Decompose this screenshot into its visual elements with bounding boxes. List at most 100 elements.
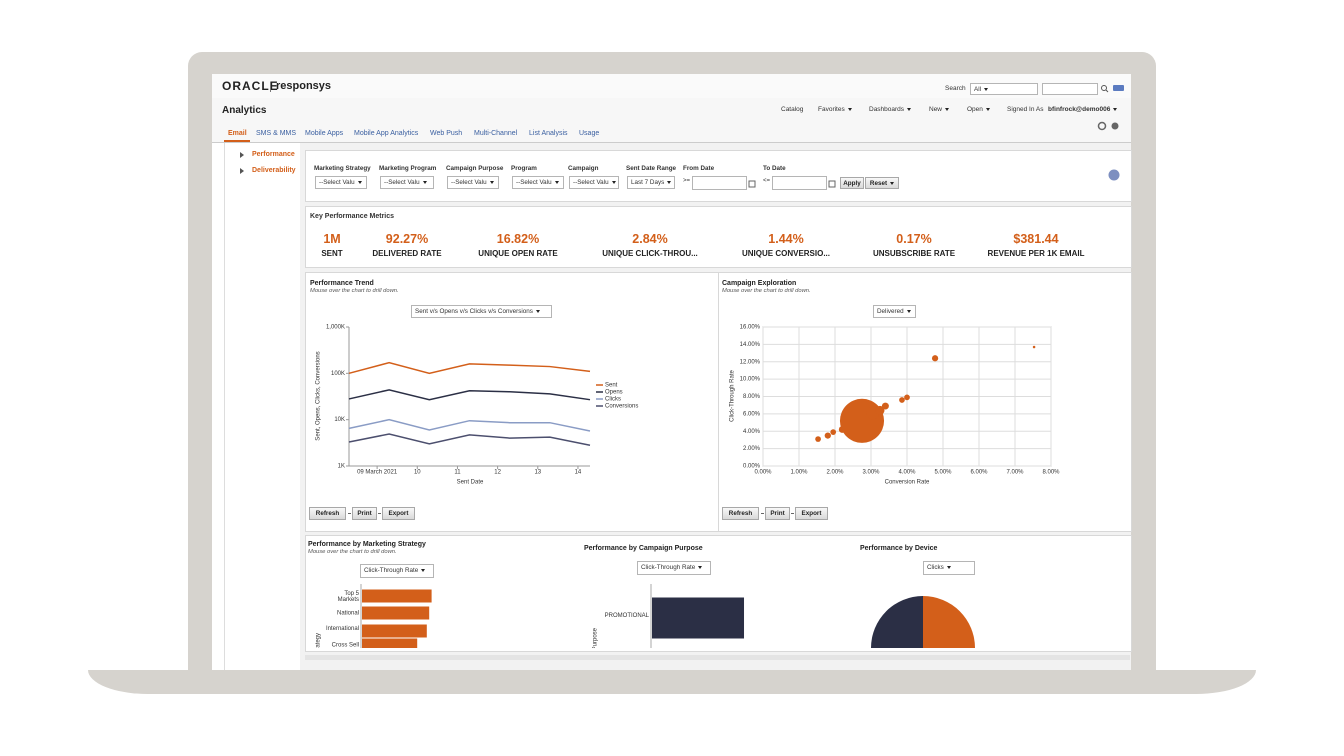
filter-label: Campaign bbox=[568, 165, 599, 172]
sidebar-link[interactable]: Performance bbox=[252, 151, 295, 158]
legend-label: Opens bbox=[605, 390, 623, 396]
dropdown-arrow bbox=[611, 180, 616, 184]
y-tick-label: 14.00% bbox=[740, 342, 761, 348]
apply-button[interactable]: Apply bbox=[840, 177, 864, 189]
legend-label: Clicks bbox=[605, 397, 621, 403]
series-line bbox=[348, 389, 591, 401]
signed-in-label: Signed In As bbox=[1007, 106, 1044, 113]
x-tick-label: 6.00% bbox=[970, 470, 988, 476]
search-scope[interactable]: All bbox=[970, 83, 1038, 95]
filter-select[interactable]: --Select Valu bbox=[569, 176, 619, 189]
chart-title: Performance by Campaign Purpose bbox=[584, 545, 703, 552]
dropdown-arrow bbox=[667, 180, 672, 184]
x-tick-label: 10 bbox=[414, 470, 421, 476]
menu-item[interactable]: New bbox=[929, 106, 950, 113]
chart-selector[interactable]: Click-Through Rate bbox=[360, 564, 434, 578]
chart-title: Performance by Marketing Strategy bbox=[308, 541, 426, 548]
kpi-label: UNIQUE CLICK-THROU... bbox=[602, 249, 698, 258]
bar bbox=[362, 589, 432, 603]
x-tick-label: 11 bbox=[454, 470, 461, 476]
bubble bbox=[1032, 345, 1036, 349]
action-button[interactable]: Print bbox=[352, 507, 377, 520]
user-name[interactable]: bfinfrock@demo006 bbox=[1048, 106, 1118, 113]
date-input[interactable] bbox=[692, 176, 747, 190]
y-tick-label: 0.00% bbox=[743, 464, 761, 470]
kpi-title: Key Performance Metrics bbox=[310, 213, 395, 220]
y-tick-label: 12.00% bbox=[740, 359, 761, 365]
filter-label: Marketing Strategy bbox=[314, 165, 371, 172]
tab[interactable]: SMS & MMS bbox=[256, 130, 297, 137]
menu-item[interactable]: Favorites bbox=[818, 106, 852, 113]
kpi-value: 2.84% bbox=[632, 232, 668, 246]
dropdown-arrow bbox=[535, 309, 540, 313]
series-line bbox=[348, 418, 591, 432]
chart-selector[interactable]: Click-Through Rate bbox=[637, 561, 711, 575]
category-label: Cross Sell bbox=[332, 643, 359, 649]
settings-icon bbox=[1097, 121, 1107, 131]
chart-selector[interactable]: Sent v/s Opens v/s Clicks v/s Conversion… bbox=[411, 305, 552, 318]
action-button[interactable]: Export bbox=[382, 507, 415, 520]
laptop-base bbox=[88, 670, 1256, 694]
dropdown-arrow bbox=[422, 180, 427, 184]
kpi-value: 1M bbox=[323, 232, 341, 246]
tab[interactable]: Web Push bbox=[430, 130, 463, 137]
tab[interactable]: Multi-Channel bbox=[474, 130, 518, 137]
bubble bbox=[824, 432, 831, 439]
chart-selector[interactable]: Delivered bbox=[873, 305, 916, 318]
filter-select[interactable]: Last 7 Days bbox=[627, 176, 675, 189]
date-label: From Date bbox=[683, 165, 715, 172]
menu-item[interactable]: Catalog bbox=[781, 106, 804, 113]
reset-button[interactable]: Reset bbox=[865, 177, 899, 189]
bubble bbox=[875, 405, 885, 415]
filter-select[interactable]: --Select Valu bbox=[315, 176, 367, 189]
pie-slice bbox=[923, 596, 975, 648]
x-axis-label: Conversion Rate bbox=[885, 480, 930, 486]
dropdown-arrow bbox=[489, 180, 494, 184]
action-button[interactable]: Print bbox=[765, 507, 790, 520]
y-axis-label: Sent, Opens, Clicks, Conversions bbox=[316, 351, 322, 440]
bottom-charts: Top 5 Markets National International Cross S… bbox=[316, 584, 975, 683]
y-axis-label: Marketing Strategy bbox=[316, 633, 322, 683]
filter-select[interactable]: --Select Valu bbox=[512, 176, 564, 189]
date-input[interactable] bbox=[772, 176, 827, 190]
y-tick-label: 8.00% bbox=[743, 394, 761, 400]
chart-selector[interactable]: Clicks bbox=[923, 561, 975, 575]
bubble bbox=[899, 397, 905, 403]
kpi-panel bbox=[305, 206, 1132, 268]
tab[interactable]: Usage bbox=[579, 130, 600, 137]
action-button[interactable]: Refresh bbox=[309, 507, 346, 520]
search-input[interactable] bbox=[1042, 83, 1098, 95]
date-label: To Date bbox=[763, 165, 786, 172]
filter-select[interactable]: --Select Valu bbox=[447, 176, 499, 189]
tab[interactable]: List Analysis bbox=[529, 130, 568, 137]
dropdown-arrow bbox=[946, 565, 951, 569]
y-tick-label: 10K bbox=[334, 417, 345, 423]
kpi-value: 1.44% bbox=[768, 232, 804, 246]
action-button[interactable]: Export bbox=[795, 507, 828, 520]
more-icon bbox=[1113, 85, 1124, 91]
kpi-value: 92.27% bbox=[385, 232, 429, 246]
category-label: PROMOTIONAL bbox=[605, 613, 650, 619]
dropdown-arrow bbox=[984, 87, 988, 91]
y-tick-label: 16.00% bbox=[740, 325, 761, 331]
dropdown-arrow bbox=[906, 309, 911, 313]
filter-select[interactable]: --Select Valu bbox=[380, 176, 434, 189]
chart-title: Performance Trend bbox=[310, 280, 374, 287]
search-icon bbox=[1101, 85, 1107, 91]
action-button[interactable]: Refresh bbox=[722, 507, 759, 520]
calendar-icon bbox=[748, 180, 756, 188]
y-tick-label: 6.00% bbox=[743, 411, 761, 417]
tab[interactable]: Mobile Apps bbox=[305, 130, 344, 137]
chart-title: Campaign Exploration bbox=[722, 280, 797, 287]
tab[interactable]: Mobile App Analytics bbox=[354, 130, 419, 137]
tab[interactable]: Email bbox=[228, 130, 247, 137]
sidebar-link[interactable]: Deliverability bbox=[252, 167, 296, 174]
y-tick-label: 2.00% bbox=[743, 446, 761, 452]
menu-item[interactable]: Dashboards bbox=[869, 106, 912, 113]
date-operator: >= bbox=[683, 178, 691, 184]
sidebar-divider bbox=[224, 143, 225, 670]
menu-item[interactable]: Open bbox=[967, 106, 990, 113]
expand-arrow bbox=[240, 152, 244, 158]
dropdown-arrow bbox=[698, 565, 703, 569]
